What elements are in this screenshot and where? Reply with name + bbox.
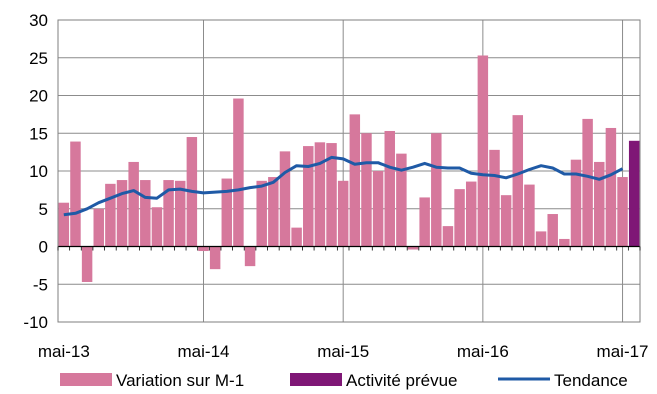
bar-variation [128,161,139,247]
bar-variation [326,143,337,247]
bar-variation [559,238,570,247]
plot-frame [57,19,641,323]
x-tick-label: mai-16 [457,342,509,361]
y-tick-label: 5 [39,200,48,219]
bar-variation [442,226,454,247]
bar-variation [384,130,395,247]
legend-swatch-variation [60,373,112,386]
legend: Variation sur M-1 Activité prévue Tendance [60,371,628,390]
bar-variation [419,197,430,247]
bar-variation [163,180,174,247]
x-tick-label: mai-14 [178,342,230,361]
y-tick-label: -5 [33,275,48,294]
y-tick-label: 0 [39,238,48,257]
bar-variation [58,202,70,247]
bar-variation [140,180,151,247]
bar-variation [70,141,81,247]
bar-variation [81,246,93,282]
bar-variation [93,208,104,247]
bar-variation [570,159,582,247]
legend-label-trend: Tendance [554,371,628,390]
bar-variation [314,142,326,247]
y-tick-label: 15 [29,124,48,143]
bar-variation [116,180,128,247]
bar-variation [512,115,524,247]
bar-variation [500,195,512,247]
bar-variation [233,98,244,247]
bar-variation [303,146,314,247]
bar-variation [221,178,233,247]
grid [58,19,640,323]
x-tick-label: mai-17 [597,342,649,361]
legend-label-forecast: Activité prévue [346,371,458,390]
bar-variation [279,151,291,247]
bar-variation [349,114,361,247]
bar-variation [291,227,302,247]
bar-variation [477,55,489,247]
bar-variation [268,177,279,247]
bar-variation [256,180,267,247]
bar-variation [174,180,186,247]
bar-variation [594,161,605,247]
y-tick-labels: -10 -5 0 5 10 15 20 25 30 [23,11,48,332]
bar-variation [617,177,628,247]
bar-forecast [628,140,640,247]
x-tick-label: mai-15 [317,342,369,361]
bar-variation [105,183,116,247]
bar-variation [582,118,593,247]
legend-label-variation: Variation sur M-1 [116,371,244,390]
y-tick-label: 25 [29,49,48,68]
bar-variation [535,231,547,247]
y-tick-label: 30 [29,11,48,30]
y-tick-label: -10 [23,313,48,332]
bar-variation [209,246,221,270]
trend-line-layer [63,155,624,217]
bar-variation [431,133,442,247]
y-tick-label: 20 [29,87,48,106]
bar-variation [407,246,419,250]
bar-variation [361,133,372,247]
bar-variation [489,149,500,247]
legend-swatch-forecast [290,373,342,386]
trend-line [63,155,624,217]
bar-variation [198,246,209,252]
bar-variation [524,184,535,247]
bar-variation [454,189,465,247]
bar-variation [244,246,256,267]
bar-variation [372,171,384,247]
x-tick-labels: mai-13 mai-14 mai-15 mai-16 mai-17 [38,342,649,361]
bars [58,55,640,282]
x-tick-label: mai-13 [38,342,90,361]
bar-variation [547,214,558,247]
bar-variation [465,181,477,247]
bar-variation [151,207,163,247]
bar-variation [396,153,407,247]
bar-variation [605,127,617,247]
bar-variation [337,180,349,247]
y-tick-label: 10 [29,162,48,181]
axes [57,19,641,323]
